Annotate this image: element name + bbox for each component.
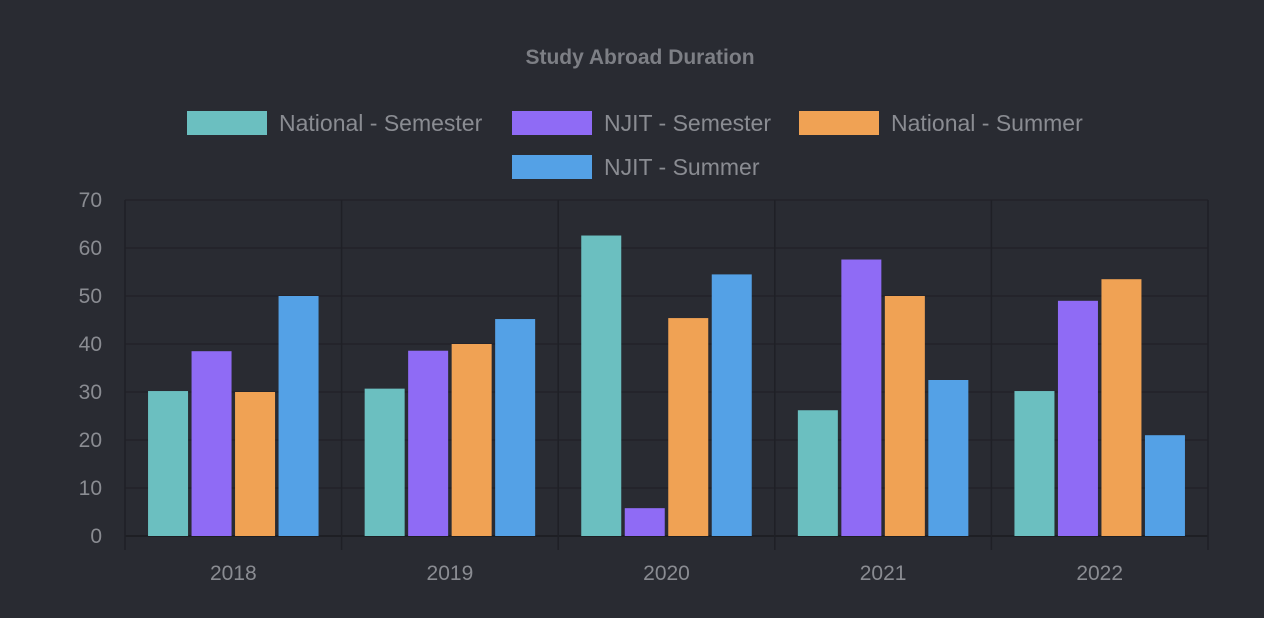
y-tick-label: 50 bbox=[79, 285, 102, 308]
y-axis: 0 10 20 30 40 50 60 70 bbox=[79, 189, 102, 548]
x-tick-label: 2022 bbox=[1076, 562, 1123, 585]
legend-swatch[interactable] bbox=[512, 111, 592, 135]
bar[interactable] bbox=[191, 351, 232, 536]
x-tick-label: 2021 bbox=[860, 562, 907, 585]
legend-swatch[interactable] bbox=[512, 155, 592, 179]
legend: National - Semester NJIT - Semester Nation… bbox=[187, 110, 1083, 180]
legend-label[interactable]: National - Summer bbox=[891, 110, 1083, 136]
legend-swatch[interactable] bbox=[799, 111, 879, 135]
bar[interactable] bbox=[1101, 279, 1142, 536]
bar[interactable] bbox=[711, 274, 752, 536]
bar[interactable] bbox=[148, 391, 189, 536]
bar[interactable] bbox=[1144, 435, 1185, 536]
bar[interactable] bbox=[278, 296, 319, 536]
bar[interactable] bbox=[495, 319, 536, 536]
bars bbox=[148, 235, 1185, 536]
y-tick-label: 60 bbox=[79, 237, 102, 260]
bar[interactable] bbox=[364, 388, 405, 536]
y-tick-label: 70 bbox=[79, 189, 102, 212]
y-tick-label: 20 bbox=[79, 429, 102, 452]
bar[interactable] bbox=[408, 350, 449, 536]
bar[interactable] bbox=[668, 318, 709, 536]
x-tick-label: 2018 bbox=[210, 562, 257, 585]
bar[interactable] bbox=[581, 235, 622, 536]
bar[interactable] bbox=[624, 508, 665, 536]
x-axis: 2018 2019 2020 2021 2022 bbox=[210, 562, 1123, 585]
bar[interactable] bbox=[1057, 300, 1098, 536]
bar[interactable] bbox=[928, 380, 969, 536]
x-tick-label: 2020 bbox=[643, 562, 690, 585]
y-tick-label: 10 bbox=[79, 477, 102, 500]
chart-title: Study Abroad Duration bbox=[525, 46, 754, 69]
y-tick-label: 40 bbox=[79, 333, 102, 356]
bar[interactable] bbox=[797, 410, 838, 536]
bar[interactable] bbox=[235, 392, 276, 536]
bar[interactable] bbox=[1014, 391, 1055, 536]
y-tick-label: 0 bbox=[90, 525, 102, 548]
legend-label[interactable]: NJIT - Semester bbox=[604, 110, 771, 136]
y-tick-label: 30 bbox=[79, 381, 102, 404]
bar[interactable] bbox=[884, 296, 925, 536]
legend-label[interactable]: NJIT - Summer bbox=[604, 154, 760, 180]
legend-swatch[interactable] bbox=[187, 111, 267, 135]
legend-label[interactable]: National - Semester bbox=[279, 110, 483, 136]
bar[interactable] bbox=[451, 344, 492, 536]
bar[interactable] bbox=[841, 259, 882, 536]
x-tick-label: 2019 bbox=[427, 562, 474, 585]
